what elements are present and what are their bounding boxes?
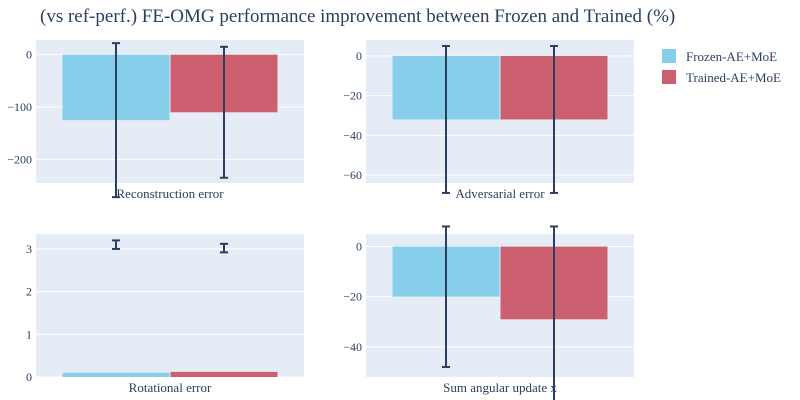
bar-frozen [62,372,170,377]
subplot-adversarial-error: Adversarial error 0 −20 −40 −60 [343,40,634,201]
legend-swatch-trained [662,70,676,84]
subplot-sum-angular-update-x: Sum angular update x 0 −20 −40 [343,225,634,400]
legend-item-trained[interactable]: Trained-AE+MoE [662,70,781,85]
y-tick-label: 0 [26,48,32,62]
error-bar-trained [550,225,558,400]
legend-item-frozen[interactable]: Frozen-AE+MoE [662,49,777,64]
y-tick-label: 0 [356,49,362,63]
x-category-label: Sum angular update x [443,380,557,395]
y-tick-label: 1 [26,327,32,341]
x-category-label: Adversarial error [455,186,545,201]
plot-background [36,234,304,377]
x-category-label: Rotational error [129,380,212,395]
error-bar-frozen [112,42,120,199]
error-bar-trained [550,44,558,194]
legend: Frozen-AE+MoE Trained-AE+MoE [662,49,781,85]
y-tick-label: 2 [26,285,32,299]
error-bar-frozen [442,44,450,194]
y-tick-label: −60 [343,168,362,182]
x-category-label: Reconstruction error [116,186,224,201]
y-tick-label: 0 [356,240,362,254]
error-bar-frozen [112,239,120,250]
bar-trained [170,371,278,377]
y-tick-label: −40 [343,340,362,354]
chart-title: (vs ref-perf.) FE-OMG performance improv… [40,6,675,27]
error-bar-frozen [442,225,450,368]
y-tick-label: −40 [343,128,362,142]
y-tick-label: 0 [26,370,32,384]
error-bar-trained [220,242,228,254]
legend-swatch-frozen [662,49,676,63]
y-tick-label: −20 [343,89,362,103]
y-tick-label: 3 [26,242,32,256]
subplot-rotational-error: Rotational error 0 1 2 3 [26,234,304,395]
y-tick-label: −100 [7,100,32,114]
subplot-reconstruction-error: Reconstruction error 0 −100 −200 [7,40,304,201]
error-bar-trained [220,45,228,179]
legend-label-trained: Trained-AE+MoE [686,70,781,85]
y-tick-label: −200 [7,152,32,166]
y-tick-label: −20 [343,290,362,304]
legend-label-frozen: Frozen-AE+MoE [686,49,777,64]
